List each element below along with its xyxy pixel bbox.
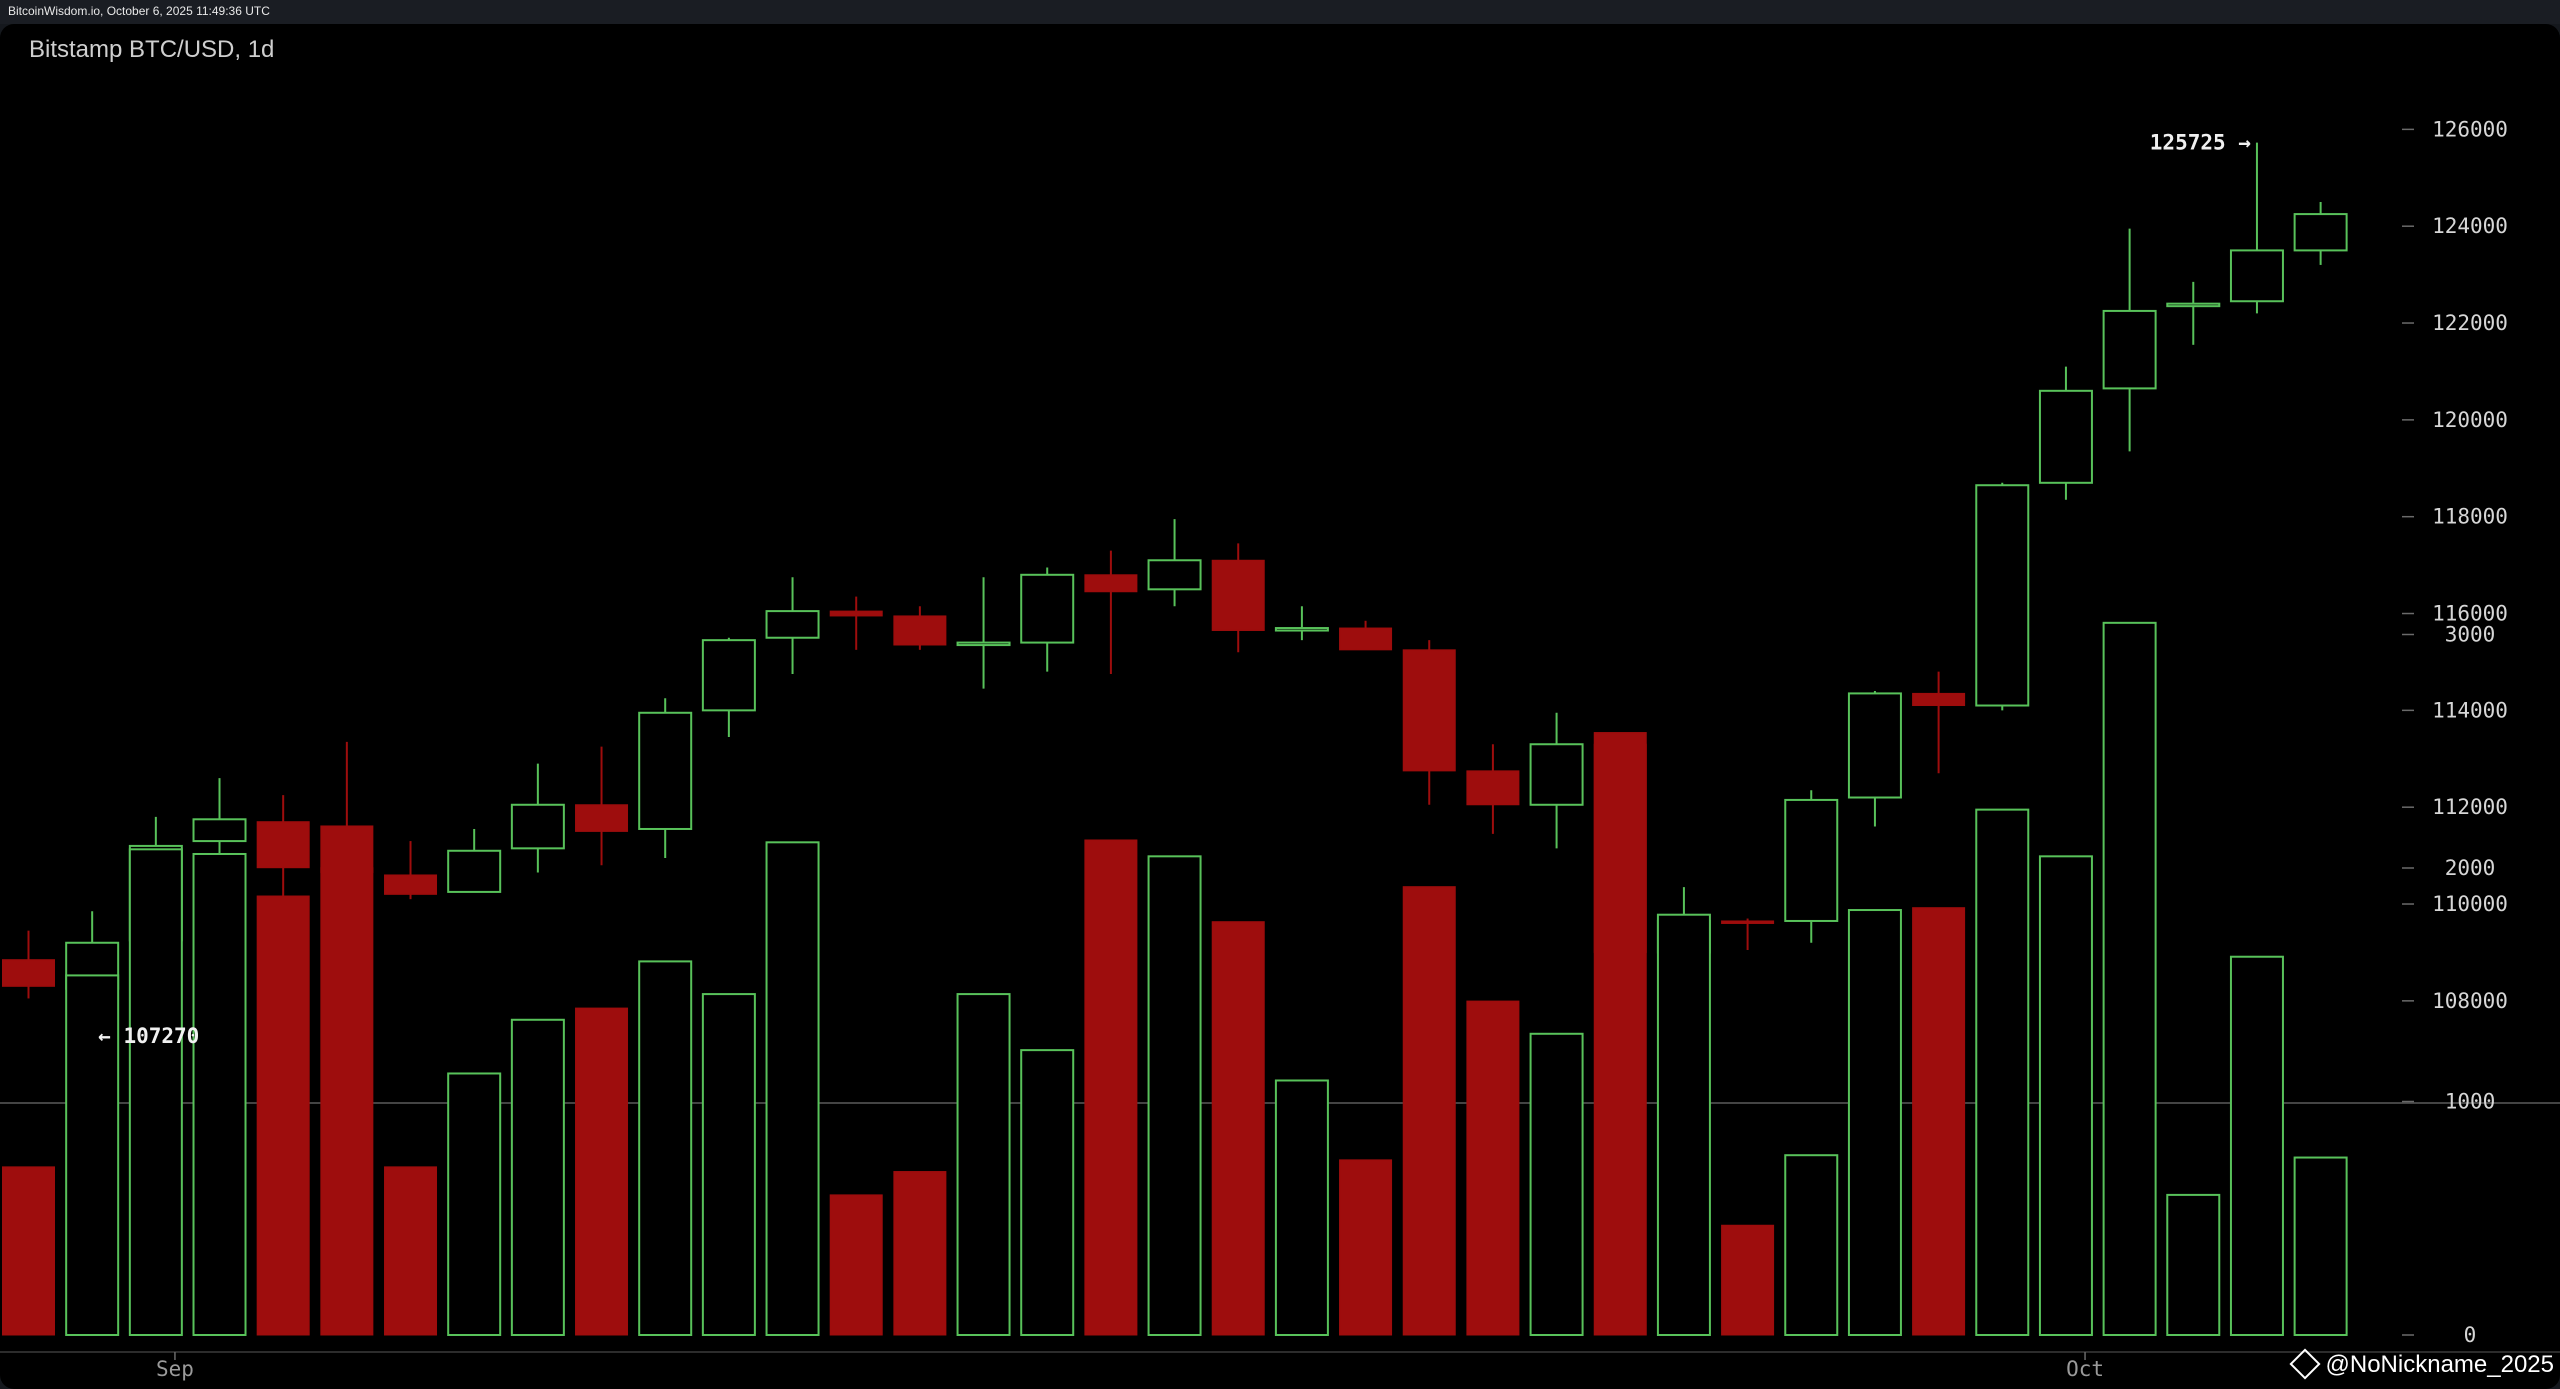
- volume-bar-down: [893, 1171, 947, 1336]
- price-annotation: ← 107270: [98, 1024, 199, 1048]
- candle-body-up: [2038, 389, 2093, 484]
- candle-body-down: [384, 874, 438, 895]
- candle-body-down: [893, 615, 947, 646]
- volume-bar-down: [1466, 1000, 1520, 1336]
- volume-bar-up: [2102, 621, 2157, 1336]
- volume-tick-label: 2000: [2445, 856, 2496, 880]
- candle-body-up: [2102, 309, 2157, 390]
- volume-bar-down: [2, 1166, 55, 1336]
- volume-bar-up: [2038, 855, 2093, 1336]
- volume-bar-up: [2293, 1156, 2348, 1337]
- volume-bar-down: [1402, 886, 1456, 1336]
- candle-body-down: [1339, 627, 1393, 651]
- volume-bar-up: [1147, 855, 1202, 1336]
- price-tick-label: 126000: [2432, 117, 2508, 141]
- price-tick-label: 110000: [2432, 892, 2508, 916]
- candle-body-down: [256, 821, 310, 869]
- volume-bar-down: [829, 1194, 883, 1336]
- volume-bar-up: [2166, 1193, 2221, 1337]
- volume-bar-up: [701, 993, 756, 1337]
- candle-body-up: [1274, 627, 1329, 632]
- volume-bar-up: [510, 1018, 565, 1337]
- price-tick-label: 114000: [2432, 698, 2508, 722]
- candle-body-up: [2166, 302, 2221, 308]
- x-tick-label: Oct: [2066, 1357, 2104, 1381]
- diamond-logo-icon: [2288, 1348, 2321, 1380]
- candle-body-down: [1912, 692, 1966, 707]
- volume-tick-label: 1000: [2445, 1090, 2496, 1114]
- candle-body-up: [2293, 213, 2348, 252]
- price-tick-label: 122000: [2432, 311, 2508, 335]
- volume-bar-up: [1274, 1079, 1329, 1336]
- volume-bar-up: [1784, 1154, 1839, 1336]
- volume-bar-down: [1912, 907, 1966, 1336]
- candle-body-up: [510, 803, 565, 850]
- volume-bar-down: [1593, 732, 1647, 1336]
- volume-bar-down: [256, 895, 310, 1336]
- candle-body-up: [447, 849, 502, 893]
- watermark-text: @NoNickname_2025: [2325, 1351, 2554, 1378]
- volume-bar-down: [1721, 1224, 1775, 1336]
- price-tick-label: 108000: [2432, 989, 2508, 1013]
- candle-body-up: [765, 610, 820, 639]
- volume-tick-label: 3000: [2445, 623, 2496, 647]
- price-tick-label: 124000: [2432, 214, 2508, 238]
- volume-bar-down: [1084, 839, 1138, 1336]
- candle-body-up: [1975, 484, 2030, 707]
- volume-bar-up: [1656, 913, 1711, 1336]
- volume-bar-up: [1847, 909, 1902, 1337]
- candle-body-up: [1784, 798, 1839, 922]
- candle-body-up: [1147, 559, 1202, 591]
- candle-body-down: [1402, 649, 1456, 772]
- volume-bar-up: [1529, 1032, 1584, 1336]
- candle-body-up: [701, 639, 756, 712]
- price-tick-label: 118000: [2432, 505, 2508, 529]
- chart-title: Bitstamp BTC/USD, 1d: [29, 36, 275, 63]
- volume-bar-down: [1339, 1159, 1393, 1336]
- volume-bar-up: [65, 974, 120, 1336]
- volume-bar-up: [1020, 1049, 1075, 1336]
- candle-body-up: [638, 711, 693, 830]
- candle-body-up: [2229, 249, 2284, 303]
- candle-body-up: [192, 818, 247, 843]
- volume-bar-up: [128, 848, 183, 1336]
- chart-panel: Bitstamp BTC/USD, 1d 108000 110000 112000 1…: [0, 24, 2560, 1389]
- candle-body-up: [1529, 743, 1584, 806]
- volume-tick-label: 0: [2464, 1323, 2477, 1347]
- volume-bar-down: [1211, 921, 1265, 1336]
- header-bar: BitcoinWisdom.io, October 6, 2025 11:49:…: [0, 0, 2560, 24]
- header-text: BitcoinWisdom.io, October 6, 2025 11:49:…: [8, 4, 270, 18]
- x-tick-label: Sep: [156, 1357, 194, 1381]
- candle-body-down: [1211, 559, 1265, 631]
- volume-bar-up: [192, 852, 247, 1336]
- candle-body-up: [956, 641, 1011, 647]
- candle-body-down: [829, 610, 883, 617]
- price-tick-label: 112000: [2432, 795, 2508, 819]
- watermark: @NoNickname_2025: [2288, 1348, 2554, 1380]
- candle-body-down: [1721, 920, 1775, 924]
- price-annotation: 125725 →: [2150, 131, 2251, 155]
- volume-bar-down: [575, 1007, 629, 1336]
- volume-bar-up: [2229, 955, 2284, 1336]
- volume-bar-up: [956, 993, 1011, 1337]
- volume-bar-up: [1975, 808, 2030, 1336]
- price-tick-label: 116000: [2432, 602, 2508, 626]
- volume-bar-down: [384, 1166, 438, 1336]
- candle-body-up: [1020, 573, 1075, 644]
- volume-bar-up: [447, 1072, 502, 1336]
- candle-body-down: [1466, 770, 1520, 806]
- candlestick-chart: 108000 110000 112000 114000 116000 118000 1200…: [0, 117, 2560, 1381]
- volume-bar-down: [320, 825, 374, 1336]
- candle-body-down: [1084, 574, 1138, 593]
- candle-body-up: [1847, 692, 1902, 799]
- volume-bar-up: [765, 841, 820, 1336]
- volume-bar-up: [638, 960, 693, 1337]
- candle-body-down: [2, 959, 55, 987]
- candle-body-down: [575, 804, 629, 832]
- price-tick-label: 120000: [2432, 408, 2508, 432]
